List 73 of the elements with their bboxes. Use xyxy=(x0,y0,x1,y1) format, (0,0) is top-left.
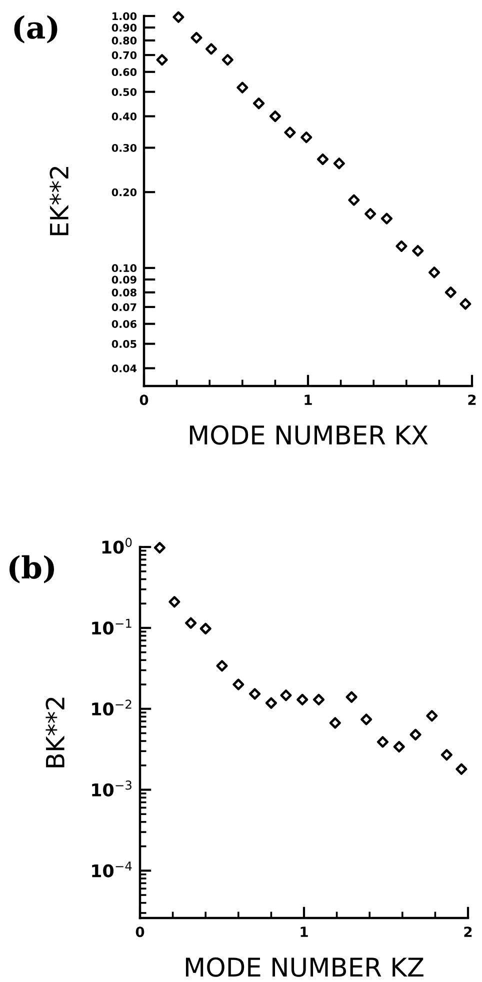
point xyxy=(329,717,341,729)
y-tick-label: 0.09 xyxy=(112,276,136,284)
point xyxy=(265,697,277,709)
x-axis-title: MODE NUMBER KZ xyxy=(186,957,424,977)
point xyxy=(393,740,405,753)
point xyxy=(460,298,472,310)
point xyxy=(156,54,168,66)
point xyxy=(426,710,438,722)
point xyxy=(440,749,452,761)
y-tick-label: 0.06 xyxy=(112,320,136,328)
point xyxy=(168,596,180,608)
point xyxy=(364,208,376,220)
point xyxy=(190,32,202,44)
point xyxy=(380,212,393,224)
point xyxy=(316,153,329,166)
x-tick-label: 2 xyxy=(464,926,472,937)
x-tick-label: 1 xyxy=(304,394,312,405)
point xyxy=(236,82,248,94)
point xyxy=(300,132,312,144)
point xyxy=(185,617,197,629)
y-tick-label: 1.00 xyxy=(112,12,137,20)
y-tick-label: 0.40 xyxy=(112,112,137,120)
y-tick-label: 0.10 xyxy=(112,264,137,272)
y-axis-title: BK**2 xyxy=(46,698,64,768)
y-tick-label: 10$^{−2}$ xyxy=(92,700,132,716)
y-tick-label: 0.07 xyxy=(112,303,136,312)
point xyxy=(284,126,296,138)
point xyxy=(172,11,184,23)
y-tick-label: 10$^{−3}$ xyxy=(92,780,132,796)
point xyxy=(412,244,424,257)
x-tick-label: 0 xyxy=(140,394,148,406)
point xyxy=(360,714,372,726)
y-tick-label: 10$^{0}$ xyxy=(102,538,132,554)
chart-title: (a) xyxy=(14,15,58,44)
point xyxy=(346,691,358,703)
point xyxy=(280,690,292,702)
y-tick-label: 0.30 xyxy=(112,144,137,152)
point xyxy=(253,98,265,110)
y-tick-label: 0.08 xyxy=(112,288,136,296)
point xyxy=(428,266,440,278)
x-axis-title: MODE NUMBER KX xyxy=(190,425,428,445)
point xyxy=(216,660,228,672)
y-axis-title: EK**2 xyxy=(50,166,68,236)
x-tick-label: 0 xyxy=(136,926,144,938)
point xyxy=(232,678,244,690)
y-tick-label: 0.60 xyxy=(112,68,137,76)
point xyxy=(410,728,422,740)
y-tick-label: 0.90 xyxy=(112,24,137,32)
point xyxy=(396,240,408,252)
point xyxy=(205,43,218,55)
point xyxy=(376,736,389,748)
y-tick-label: 0.04 xyxy=(112,364,137,372)
point xyxy=(333,158,345,170)
y-tick-label: 0.20 xyxy=(112,188,137,196)
x-tick-label: 1 xyxy=(300,926,308,937)
point xyxy=(222,54,234,66)
y-tick-label: 0.05 xyxy=(112,340,136,348)
y-tick-label: 0.50 xyxy=(112,88,137,96)
point xyxy=(154,542,166,554)
y-tick-label: 10$^{−4}$ xyxy=(92,862,132,878)
x-tick-label: 2 xyxy=(468,394,476,405)
chart-title: (b) xyxy=(10,555,54,584)
y-tick-label: 0.80 xyxy=(112,36,137,45)
y-tick-label: 10$^{−1}$ xyxy=(92,618,132,635)
point xyxy=(200,622,212,634)
point xyxy=(296,694,308,706)
point xyxy=(269,110,281,122)
point xyxy=(348,194,360,206)
point xyxy=(312,694,325,706)
point xyxy=(444,286,456,298)
y-tick-label: 0.70 xyxy=(112,51,137,60)
point xyxy=(249,688,261,700)
point xyxy=(456,763,468,775)
